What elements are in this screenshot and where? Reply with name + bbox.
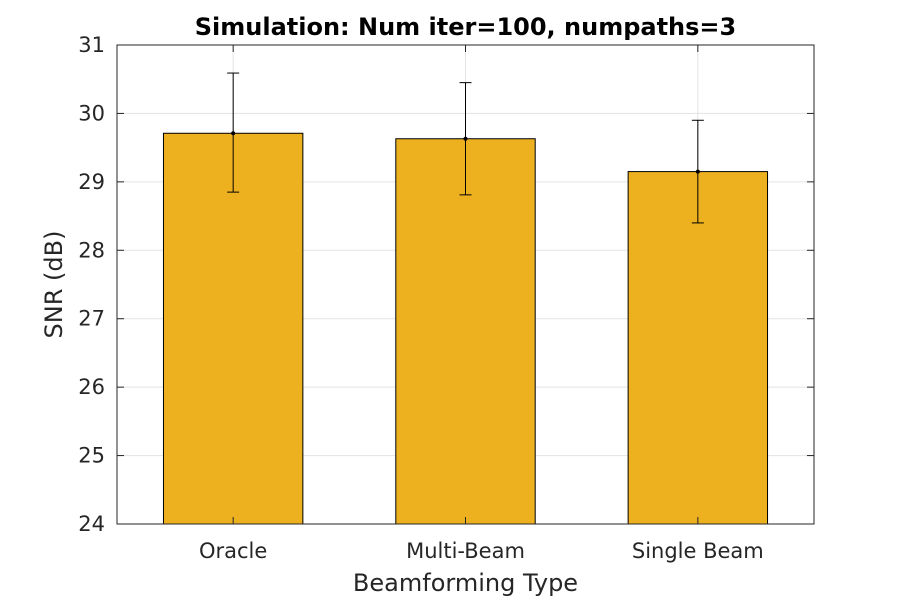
bar-oracle (162, 132, 304, 525)
y-tick-label: 26 (78, 375, 105, 399)
y-tick-label: 28 (78, 238, 105, 262)
x-axis-label: Beamforming Type (353, 569, 578, 597)
bar-single-beam (627, 171, 769, 525)
y-axis-label: SNR (dB) (40, 231, 68, 339)
y-tick-label: 27 (78, 307, 105, 331)
x-tick-label: Oracle (199, 539, 267, 563)
x-tick-label: Single Beam (632, 539, 764, 563)
errorbar-layer (227, 72, 704, 224)
mean-marker (695, 169, 700, 174)
y-tick-label: 25 (78, 444, 105, 468)
y-tick-label: 30 (78, 101, 105, 125)
mean-marker (231, 131, 236, 136)
y-tick-label: 31 (78, 33, 105, 57)
x-tick-label: Multi-Beam (406, 539, 525, 563)
y-tick-label: 24 (78, 512, 105, 536)
bar-multi-beam (395, 138, 536, 525)
bars-layer (162, 132, 769, 525)
mean-marker (463, 136, 468, 141)
chart-title: Simulation: Num iter=100, numpaths=3 (195, 13, 737, 41)
y-tick-label: 29 (78, 170, 105, 194)
ticks-layer: 24 25 26 27 28 29 30 31 Oracle Multi-Beam Single B… (78, 33, 814, 563)
